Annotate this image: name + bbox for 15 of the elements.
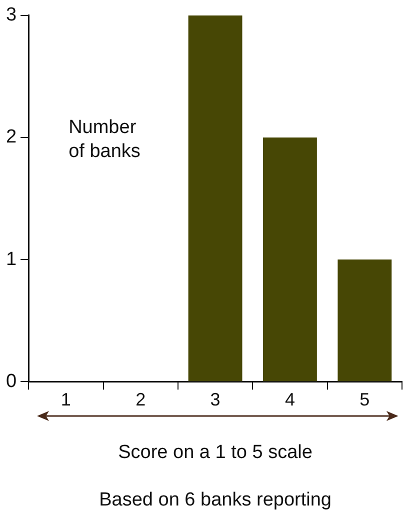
y-tick-label: 3: [6, 4, 17, 26]
x-tick-label: 3: [210, 389, 220, 410]
bar: [188, 15, 242, 382]
x-tick-label: 5: [360, 389, 370, 410]
x-tick-label: 1: [60, 389, 71, 410]
bar: [338, 260, 392, 382]
y-tick-label: 2: [6, 126, 17, 148]
x-axis-title: Score on a 1 to 5 scale: [118, 442, 312, 463]
bar: [263, 137, 317, 382]
x-tick-label: 4: [284, 389, 295, 410]
text: Based on 6 banks reporting: [99, 490, 332, 511]
y-axis-title: Number of banks: [68, 117, 140, 162]
y-tick-label: 0: [6, 370, 17, 392]
x-tick-label: 2: [136, 389, 146, 410]
y-tick-label: 1: [6, 248, 17, 270]
